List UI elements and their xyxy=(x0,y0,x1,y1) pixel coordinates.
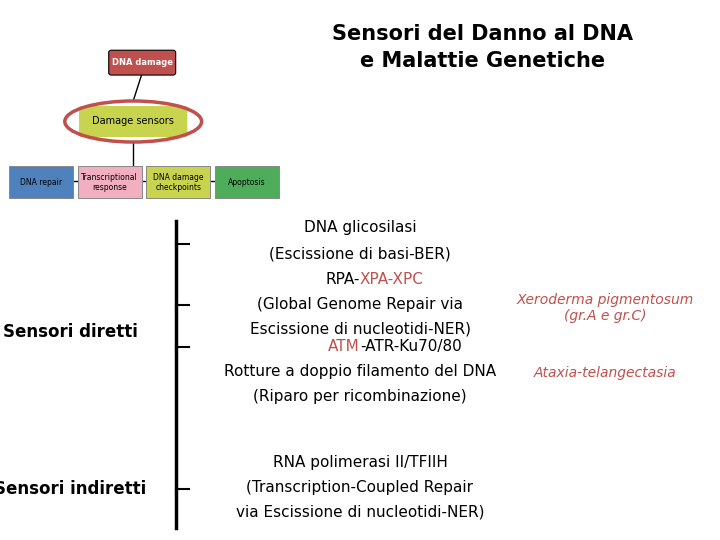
FancyBboxPatch shape xyxy=(215,166,279,198)
Text: Transcriptional
response: Transcriptional response xyxy=(81,173,138,192)
Text: Sensori indiretti: Sensori indiretti xyxy=(0,480,147,498)
Text: Xeroderma pigmentosum
(gr.A e gr.C): Xeroderma pigmentosum (gr.A e gr.C) xyxy=(516,293,693,323)
Text: (Escissione di basi-BER): (Escissione di basi-BER) xyxy=(269,246,451,261)
Text: Rotture a doppio filamento del DNA: Rotture a doppio filamento del DNA xyxy=(224,364,496,379)
FancyBboxPatch shape xyxy=(9,166,73,198)
FancyBboxPatch shape xyxy=(78,166,142,198)
Text: Apoptosis: Apoptosis xyxy=(228,178,266,187)
Text: via Escissione di nucleotidi-NER): via Escissione di nucleotidi-NER) xyxy=(235,505,485,520)
Text: Sensori del Danno al DNA
e Malattie Genetiche: Sensori del Danno al DNA e Malattie Gene… xyxy=(332,24,633,71)
FancyBboxPatch shape xyxy=(109,50,176,75)
Text: (Riparo per ricombinazione): (Riparo per ricombinazione) xyxy=(253,389,467,404)
Text: Damage sensors: Damage sensors xyxy=(92,117,174,126)
Text: Escissione di nucleotidi-NER): Escissione di nucleotidi-NER) xyxy=(250,321,470,336)
Text: DNA damage: DNA damage xyxy=(112,58,173,67)
Text: Ataxia-telangectasia: Ataxia-telangectasia xyxy=(534,366,676,380)
Text: -ATR-Ku70/80: -ATR-Ku70/80 xyxy=(360,339,462,354)
Text: RNA polimerasi II/TFIIH: RNA polimerasi II/TFIIH xyxy=(273,455,447,470)
Text: XPA-XPC: XPA-XPC xyxy=(360,272,424,287)
Text: DNA glicosilasi: DNA glicosilasi xyxy=(304,220,416,235)
Text: (Transcription-Coupled Repair: (Transcription-Coupled Repair xyxy=(246,480,474,495)
Text: DNA repair: DNA repair xyxy=(20,178,63,187)
Text: (Global Genome Repair via: (Global Genome Repair via xyxy=(257,296,463,312)
Text: RPA-: RPA- xyxy=(325,272,360,287)
FancyBboxPatch shape xyxy=(79,106,187,137)
Text: Sensori diretti: Sensori diretti xyxy=(3,323,138,341)
Text: ATM: ATM xyxy=(328,339,360,354)
Text: DNA damage
checkpoints: DNA damage checkpoints xyxy=(153,173,204,192)
FancyBboxPatch shape xyxy=(146,166,210,198)
